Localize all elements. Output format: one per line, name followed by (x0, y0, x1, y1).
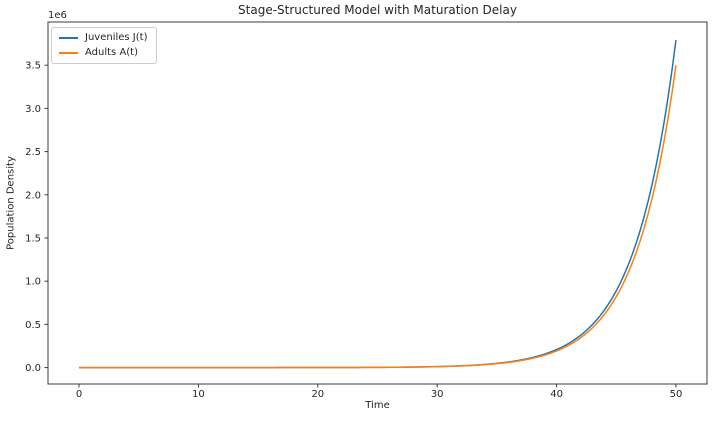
y-tick-label: 1.5 (25, 233, 41, 244)
y-offset-text: 1e6 (48, 10, 67, 21)
y-tick-label: 0.5 (25, 320, 41, 331)
legend-item-juveniles: Juveniles J(t) (59, 32, 147, 44)
series-line-juveniles (79, 40, 677, 369)
x-tick-label: 0 (76, 389, 82, 400)
x-tick-label: 10 (192, 389, 205, 400)
y-tick-label: 0.0 (25, 363, 41, 374)
chart-title: Stage-Structured Model with Maturation D… (238, 3, 517, 17)
y-tick-label: 1.0 (25, 277, 41, 288)
x-tick-label: 20 (311, 389, 324, 400)
x-tick-label: 50 (670, 389, 683, 400)
adults-line-swatch (59, 52, 78, 54)
legend-item-adults: Adults A(t) (59, 47, 147, 59)
legend-label-adults: Adults A(t) (85, 47, 139, 58)
y-tick-label: 2.0 (25, 190, 41, 201)
y-tick-label: 3.5 (25, 61, 41, 72)
x-tick-label: 30 (431, 389, 444, 400)
series-line-adults (79, 65, 677, 369)
legend: Juveniles J(t) Adults A(t) (51, 27, 158, 64)
y-tick-label: 2.5 (25, 147, 41, 158)
plot-frame (47, 21, 708, 385)
legend-label-juveniles: Juveniles J(t) (85, 32, 148, 43)
y-axis-label: Population Density (5, 156, 17, 250)
x-tick-label: 40 (550, 389, 563, 400)
y-tick-label: 3.0 (25, 104, 41, 115)
juveniles-line-swatch (59, 37, 78, 39)
x-axis-label: Time (365, 400, 390, 411)
